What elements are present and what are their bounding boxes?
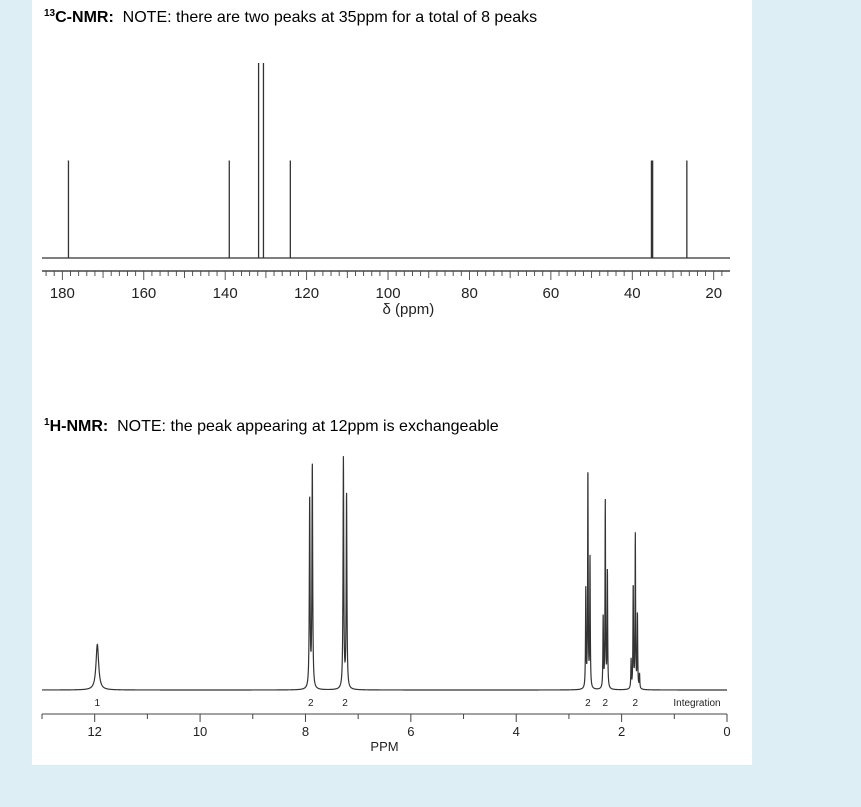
c13-heading-note: NOTE: there are two peaks at 35ppm for a… (122, 9, 538, 26)
content-panel (32, 0, 752, 765)
h1-integration-value: 2 (342, 698, 348, 709)
h1-integration-value: 2 (308, 698, 314, 709)
h1-x-axis-label: PPM (370, 739, 398, 754)
h1-integration-value: 2 (633, 698, 639, 709)
h1-tick-label: 0 (723, 724, 730, 739)
c13-tick-label: 140 (213, 285, 238, 302)
h1-spectrum-line (42, 456, 727, 691)
c13-tick-label: 100 (376, 285, 401, 302)
c13-heading-label: C-NMR: (55, 9, 114, 26)
h1-tick-label: 10 (193, 724, 207, 739)
c13-heading: 13C-NMR: NOTE: there are two peaks at 35… (44, 8, 537, 27)
h1-heading: 1H-NMR: NOTE: the peak appearing at 12pp… (44, 417, 499, 436)
c13-nmr-chart: 180 160 140 120 100 80 60 40 20 δ (ppm) (42, 63, 730, 318)
h1-tick-label: 12 (87, 724, 101, 739)
h1-integration-value: 1 (95, 698, 101, 709)
h1-tick-label: 6 (407, 724, 414, 739)
h1-tick-label: 8 (302, 724, 309, 739)
c13-tick-label: 40 (624, 285, 641, 302)
c13-tick-label: 80 (461, 285, 478, 302)
c13-tick-label: 20 (705, 285, 722, 302)
h1-heading-sup: 1 (44, 417, 50, 428)
h1-integration-value: 2 (602, 698, 608, 709)
c13-tick-label: 180 (50, 285, 75, 302)
c13-tick-label: 160 (131, 285, 156, 302)
h1-heading-note: NOTE: the peak appearing at 12ppm is exc… (117, 418, 499, 435)
h1-tick-label: 4 (513, 724, 520, 739)
h1-integration-value: 2 (585, 698, 591, 709)
h1-tick-label: 2 (618, 724, 625, 739)
c13-x-axis-label: δ (ppm) (383, 301, 435, 318)
h1-heading-label: H-NMR: (49, 418, 109, 435)
h1-integration-label: Integration (673, 698, 720, 709)
c13-tick-label: 60 (543, 285, 560, 302)
c13-heading-sup: 13 (44, 8, 56, 19)
c13-tick-label: 120 (294, 285, 319, 302)
